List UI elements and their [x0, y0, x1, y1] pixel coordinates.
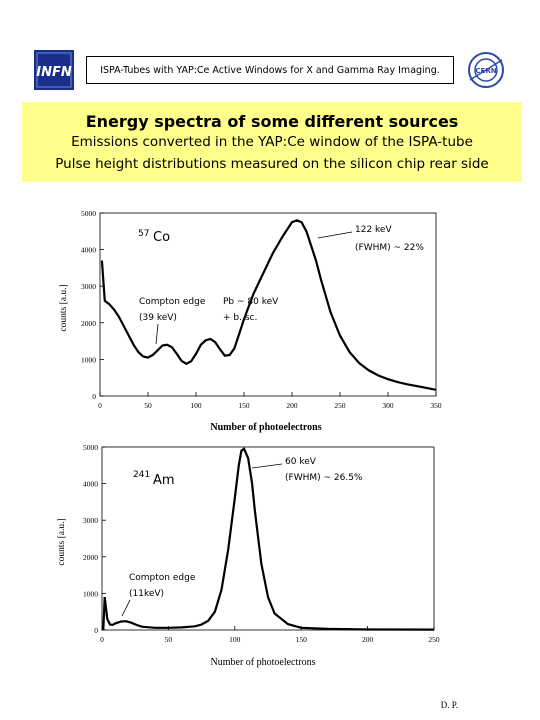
- x-tick-label: 150: [238, 401, 250, 410]
- infn-logo-text: INFN: [36, 65, 72, 80]
- x-tick-label: 0: [100, 635, 104, 644]
- y-tick-label: 4000: [83, 480, 98, 489]
- am241-y-axis-label: counts [a.u.]: [57, 518, 67, 565]
- am241-annotation-compton-energy: (11keV): [129, 589, 164, 599]
- am241-spectrum-chart: 0 1000 2000 3000 4000 5000 0 50 100 150 200 250 241…: [57, 443, 440, 668]
- x-tick-label: 0: [98, 401, 102, 410]
- am241-annotation-fwhm: (FWHM) ~ 26.5%: [285, 473, 363, 483]
- footer-initials: D. P.: [440, 700, 458, 710]
- co57-spectrum-line: [100, 219, 437, 391]
- plot-frame: [101, 446, 435, 631]
- y-tick-label: 5000: [81, 209, 96, 218]
- title-banner: Energy spectra of some different sources…: [22, 102, 522, 182]
- co57-compton-pointer: [155, 323, 159, 345]
- co57-annotation-pb: Pb ~ 80 keV: [223, 297, 279, 307]
- x-tick-label: 350: [430, 401, 442, 410]
- co57-annotation-bsc: + b. sc.: [223, 313, 257, 323]
- y-tick-label: 5000: [83, 443, 98, 452]
- x-tick-label: 200: [286, 401, 298, 410]
- am241-peak-pointer: [251, 463, 283, 469]
- y-tick-label: 3000: [83, 516, 98, 525]
- banner-title: Energy spectra of some different sources: [85, 112, 459, 131]
- x-tick-label: 100: [229, 635, 241, 644]
- am241-x-axis-label: Number of photoelectrons: [211, 657, 316, 668]
- co57-x-axis-label: Number of photoelectrons: [210, 422, 321, 433]
- x-tick-label: 100: [190, 401, 202, 410]
- co57-annotation-compton-energy: (39 keV): [139, 313, 177, 323]
- am241-mass-number: 241: [133, 470, 150, 480]
- x-tick-label: 250: [428, 635, 440, 644]
- am241-spectrum-line: [102, 447, 435, 631]
- co57-y-axis-label: counts [a.u.]: [59, 284, 69, 331]
- page-header: INFN ISPA-Tubes with YAP:Ce Active Windo…: [34, 48, 506, 94]
- y-tick-label: 0: [92, 392, 96, 401]
- plot-frame: [99, 212, 437, 397]
- am241-annotation-peak: 60 keV: [285, 457, 317, 467]
- am241-axes: 0 1000 2000 3000 4000 5000 0 50 100 150 200 250: [83, 443, 440, 644]
- co57-spectrum-chart: 0 1000 2000 3000 4000 5000 0 50 100 150 200 250 300 3…: [59, 209, 442, 433]
- header-title: ISPA-Tubes with YAP:Ce Active Windows fo…: [100, 64, 440, 76]
- x-tick-label: 300: [382, 401, 394, 410]
- cern-logo-text: CERN: [475, 67, 496, 75]
- x-tick-label: 250: [334, 401, 346, 410]
- infn-logo: INFN: [34, 50, 74, 90]
- x-tick-label: 50: [165, 635, 173, 644]
- co57-source-label: 57 Co: [138, 229, 170, 245]
- co57-annotation-compton: Compton edge: [139, 297, 206, 307]
- y-tick-label: 1000: [83, 589, 98, 598]
- banner-subtitle-1: Emissions converted in the YAP:Ce window…: [71, 134, 473, 150]
- x-tick-label: 150: [296, 635, 308, 644]
- co57-annotation-fwhm: (FWHM) ~ 22%: [355, 243, 424, 253]
- co57-axes: 0 1000 2000 3000 4000 5000 0 50 100 150 200 250 300 3…: [81, 209, 442, 410]
- y-tick-label: 2000: [81, 319, 96, 328]
- cern-logo: CERN: [468, 52, 504, 88]
- co57-mass-number: 57: [138, 229, 149, 239]
- am241-element: Am: [153, 473, 175, 488]
- co57-peak-pointer: [317, 231, 353, 239]
- y-tick-label: 2000: [83, 553, 98, 562]
- header-title-box: ISPA-Tubes with YAP:Ce Active Windows fo…: [86, 56, 454, 84]
- am241-compton-pointer: [121, 599, 131, 617]
- co57-element: Co: [153, 230, 170, 245]
- co57-annotation-peak: 122 keV: [355, 225, 392, 235]
- y-tick-label: 4000: [81, 246, 96, 255]
- am241-annotation-compton: Compton edge: [129, 573, 196, 583]
- y-tick-label: 3000: [81, 282, 96, 291]
- x-tick-label: 50: [144, 401, 152, 410]
- banner-subtitle-2: Pulse height distributions measured on t…: [55, 156, 489, 172]
- x-tick-label: 200: [362, 635, 374, 644]
- y-tick-label: 0: [94, 626, 98, 635]
- am241-source-label: 241 Am: [133, 470, 175, 488]
- y-tick-label: 1000: [81, 355, 96, 364]
